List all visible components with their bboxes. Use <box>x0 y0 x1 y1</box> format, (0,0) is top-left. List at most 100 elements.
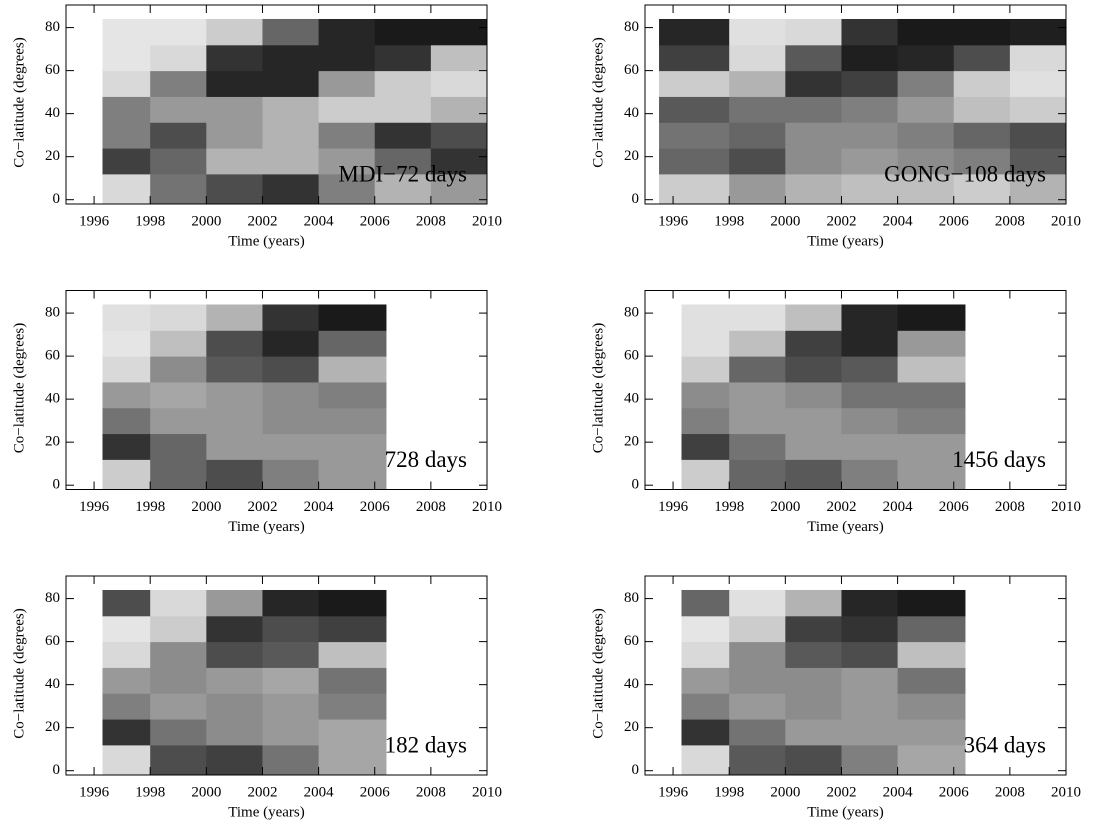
heat-cell <box>150 122 207 149</box>
heat-cell <box>1009 148 1067 175</box>
y-tick-label: 20 <box>624 719 639 735</box>
heat-cell <box>785 148 842 175</box>
y-tick-label: 20 <box>624 434 639 450</box>
x-axis-label: Time (years) <box>228 804 305 820</box>
heat-cell <box>729 70 786 97</box>
x-tick-label: 2008 <box>995 499 1025 515</box>
heat-cell <box>681 744 730 776</box>
heat-cell <box>430 122 488 149</box>
x-tick-label: 1996 <box>79 213 110 229</box>
heat-cell <box>785 330 842 357</box>
heat-cell <box>262 148 320 175</box>
heat-cell <box>102 122 151 149</box>
heat-cell <box>102 693 151 720</box>
heat-cell <box>262 44 320 72</box>
heat-cell <box>841 330 899 357</box>
heat-cell <box>206 304 263 331</box>
heat-cell <box>785 122 842 149</box>
heat-cell <box>841 70 899 97</box>
heat-cell <box>681 356 730 383</box>
heat-cell <box>659 148 730 175</box>
y-tick-label: 20 <box>45 434 60 450</box>
heat-cell <box>841 304 899 331</box>
heat-cell <box>102 744 151 776</box>
heat-cell <box>785 70 842 97</box>
heat-cell <box>897 667 966 694</box>
heat-cell <box>681 693 730 720</box>
y-tick-label: 20 <box>45 719 60 735</box>
x-tick-label: 2000 <box>770 213 800 229</box>
heat-cell <box>318 459 387 490</box>
heat-cell <box>841 693 899 720</box>
heat-cell <box>150 407 207 435</box>
heat-cell <box>374 122 432 149</box>
y-tick-label: 80 <box>624 590 639 606</box>
x-axis-label: Time (years) <box>807 519 884 535</box>
heat-cell <box>729 641 786 668</box>
heat-cell <box>102 459 151 490</box>
heat-cell <box>374 70 432 97</box>
heat-cell <box>681 304 730 331</box>
annotation: 1456 days <box>952 447 1046 472</box>
heat-cell <box>318 615 387 643</box>
heat-cell <box>681 667 730 694</box>
annotation: 364 days <box>964 732 1046 757</box>
heat-cell <box>841 589 899 617</box>
heat-cell <box>318 148 376 175</box>
x-tick-label: 2010 <box>472 499 502 515</box>
heat-cell <box>150 667 207 694</box>
heat-cell <box>206 433 263 460</box>
heat-cell <box>729 433 786 460</box>
x-tick-label: 2004 <box>883 784 914 800</box>
heat-cell <box>1009 173 1067 205</box>
annotation: MDI−72 days <box>338 161 467 186</box>
heat-cell <box>841 641 899 668</box>
heat-cell <box>897 70 955 97</box>
x-tick-label: 2000 <box>191 213 221 229</box>
y-tick-label: 80 <box>624 305 639 321</box>
x-tick-label: 2006 <box>360 213 391 229</box>
heat-cell <box>102 330 151 357</box>
heat-cell <box>102 44 151 72</box>
heat-cell <box>102 719 151 746</box>
heat-cell <box>785 744 842 776</box>
heat-cell <box>102 641 151 668</box>
plot-frame <box>65 575 488 776</box>
heat-cell <box>953 173 1011 205</box>
y-tick-label: 40 <box>45 105 60 121</box>
heat-cell <box>150 70 207 97</box>
heat-cell <box>785 433 842 460</box>
heat-cell <box>318 433 387 460</box>
heat-cell <box>785 667 842 694</box>
heat-cell <box>318 641 387 668</box>
plot-frame <box>644 4 1067 205</box>
y-axis-label: Co−latitude (degrees) <box>11 608 27 739</box>
x-tick-label: 2008 <box>416 213 446 229</box>
y-tick-label: 60 <box>45 633 60 649</box>
heat-cell <box>897 589 966 617</box>
heat-cell <box>841 148 899 175</box>
heat-cell <box>430 148 488 175</box>
heat-cell <box>785 173 842 205</box>
heat-cell <box>785 356 842 383</box>
heat-cell <box>150 18 207 46</box>
heat-cell <box>102 173 151 205</box>
x-axis-label: Time (years) <box>807 233 884 249</box>
heat-cell <box>785 96 842 123</box>
heat-cell <box>206 693 263 720</box>
heat-cell <box>897 356 966 383</box>
heat-cell <box>102 96 151 123</box>
heat-cell <box>953 44 1011 72</box>
heat-cell <box>729 744 786 776</box>
y-tick-label: 40 <box>45 391 60 407</box>
x-tick-label: 2006 <box>939 213 970 229</box>
heat-cell <box>953 70 1011 97</box>
x-tick-label: 2008 <box>416 499 446 515</box>
x-tick-label: 2004 <box>304 213 335 229</box>
heat-cell <box>150 330 207 357</box>
heat-cell <box>206 148 263 175</box>
heat-cell <box>318 173 376 205</box>
heat-cell <box>102 589 151 617</box>
heat-cell <box>841 667 899 694</box>
heat-cell <box>318 330 387 357</box>
